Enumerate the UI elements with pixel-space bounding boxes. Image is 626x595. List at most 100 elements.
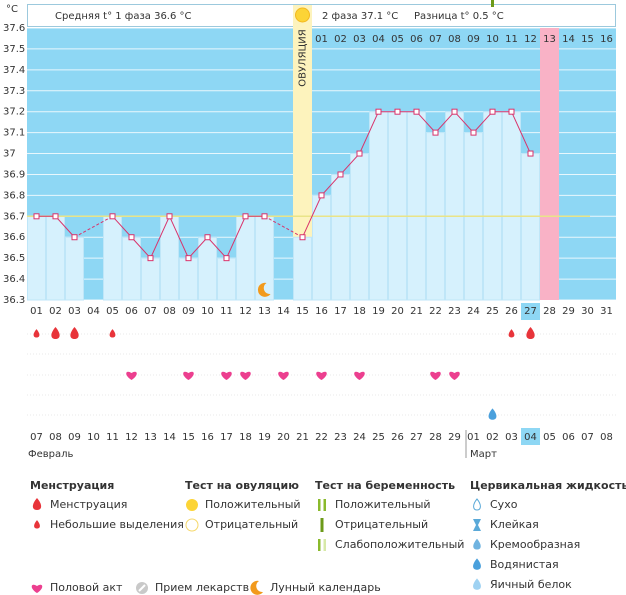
x-tick-label: 15 [296, 306, 309, 317]
date-label: 11 [106, 432, 119, 443]
legend-label: Положительный [335, 498, 431, 511]
date-label: 28 [429, 432, 442, 443]
date-label: 25 [372, 432, 385, 443]
temperature-point [185, 255, 192, 262]
legend-label: Менструация [50, 498, 127, 511]
drop-icon [32, 498, 42, 510]
x-tick-label: 13 [258, 306, 271, 317]
legend-title: Менструация [30, 479, 114, 492]
date-label: 06 [562, 432, 575, 443]
phase2-day: 12 [524, 34, 537, 45]
heart-icon [31, 584, 43, 593]
date-label: 15 [182, 432, 195, 443]
y-tick-label: 36.7 [3, 211, 25, 222]
temperature-bar [141, 257, 160, 301]
temperature-bar [445, 111, 464, 301]
y-tick-label: 37.6 [3, 23, 25, 34]
creamy-icon [473, 538, 481, 550]
eggwhite-icon [473, 578, 481, 590]
temperature-bar [65, 236, 84, 301]
x-tick-label: 27 [524, 306, 537, 317]
sun-outline-icon [185, 518, 199, 532]
test-bar-icon [318, 499, 321, 511]
date-label: 04 [524, 432, 537, 443]
date-label: 12 [125, 432, 138, 443]
test-bar-icon [323, 499, 326, 511]
gap-connector [264, 215, 303, 238]
temperature-point [432, 129, 439, 136]
x-tick-label: 10 [201, 306, 214, 317]
phase2-day: 05 [391, 34, 404, 45]
today-box [521, 303, 540, 320]
legend-label: Половой акт [50, 581, 123, 594]
temperature-bar [103, 215, 122, 301]
date-label: 02 [486, 432, 499, 443]
heart-icon [316, 371, 327, 380]
date-label: 08 [600, 432, 613, 443]
date-label: 29 [448, 432, 461, 443]
temperature-bar [179, 257, 198, 301]
date-label: 07 [30, 432, 43, 443]
moon-icon [250, 580, 263, 595]
temperature-point [128, 234, 135, 241]
legend-title: Тест на овуляцию [185, 479, 299, 492]
temperature-point [375, 108, 382, 115]
legend-label: Отрицательный [205, 518, 298, 531]
x-tick-label: 29 [562, 306, 575, 317]
legend-label: Лунный календарь [270, 581, 381, 594]
test-bar-icon [323, 539, 326, 551]
phase2-day: 14 [562, 34, 575, 45]
heart-icon [449, 371, 460, 380]
x-tick-label: 03 [68, 306, 81, 317]
test-bar-icon [318, 539, 321, 551]
pill-line [138, 584, 146, 592]
x-tick-label: 08 [163, 306, 176, 317]
y-tick-label: 37 [3, 149, 16, 160]
test-bar-icon [320, 518, 324, 532]
heart-icon [221, 371, 232, 380]
phase2-day: 10 [486, 34, 499, 45]
temperature-bar [331, 173, 350, 301]
legend-label: Слабоположительный [335, 538, 464, 551]
temperature-bar [521, 153, 540, 301]
y-tick-label: 37.2 [3, 107, 25, 118]
x-tick-label: 12 [239, 306, 252, 317]
temperature-bar [46, 215, 65, 301]
heart-icon [240, 371, 251, 380]
phase2-day: 01 [315, 34, 328, 45]
x-tick-label: 02 [49, 306, 62, 317]
phase2-day: 06 [410, 34, 423, 45]
date-label: 03 [505, 432, 518, 443]
legend-title: Цервикальная жидкость [470, 479, 626, 492]
temperature-point [147, 255, 154, 262]
y-tick-label: 37.3 [3, 86, 25, 97]
temperature-bar [312, 194, 331, 301]
temperature-bar [388, 111, 407, 301]
temperature-point [299, 234, 306, 241]
small-drop-icon [109, 329, 116, 338]
temperature-point [109, 213, 116, 220]
date-label: 24 [353, 432, 366, 443]
x-tick-label: 22 [429, 306, 442, 317]
y-tick-label: 37.1 [3, 128, 25, 139]
month-label: Март [470, 449, 497, 460]
temperature-point [470, 129, 477, 136]
phase2-day: 07 [429, 34, 442, 45]
date-label: 01 [467, 432, 480, 443]
dry-icon [473, 498, 481, 511]
small-drop-icon [33, 329, 40, 338]
date-label: 23 [334, 432, 347, 443]
date-label: 17 [220, 432, 233, 443]
today-box [521, 428, 540, 445]
temperature-point [413, 108, 420, 115]
x-tick-label: 31 [600, 306, 613, 317]
temperature-bar [217, 257, 236, 301]
date-label: 27 [410, 432, 423, 443]
legend-label: Клейкая [490, 518, 539, 531]
y-tick-label: 37.4 [3, 65, 25, 76]
date-label: 21 [296, 432, 309, 443]
legend-label: Небольшие выделения [50, 518, 184, 531]
x-tick-label: 04 [87, 306, 100, 317]
highlight-column [540, 28, 559, 300]
